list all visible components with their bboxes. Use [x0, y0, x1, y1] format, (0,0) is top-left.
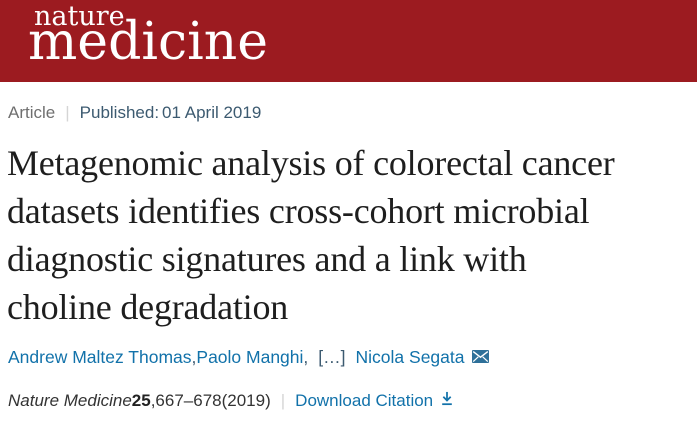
title-line-3: diagnostic signatures and a link with: [7, 239, 527, 279]
article-meta: Article | Published: 01 April 2019: [8, 103, 261, 123]
title-line-2: datasets identifies cross-cohort microbi…: [7, 191, 590, 231]
citation-separator: |: [280, 391, 286, 410]
download-icon: [440, 391, 454, 411]
envelope-icon[interactable]: [471, 347, 489, 368]
download-citation-label: Download Citation: [295, 391, 434, 410]
article-title: Metagenomic analysis of colorectal cance…: [7, 139, 695, 331]
logo-text-nature: nature: [34, 1, 125, 32]
published-date: 01 April 2019: [162, 103, 262, 122]
citation-year: (2019): [221, 391, 271, 410]
author-link-andrew-maltez-thomas[interactable]: Andrew Maltez Thomas: [8, 347, 192, 367]
citation-line: Nature Medicine 25,667–678 (2019) | Downlo…: [8, 391, 454, 411]
published-label: Published:: [79, 103, 160, 122]
authors-ellipsis: […]: [318, 347, 346, 367]
title-line-4: choline degradation: [7, 287, 289, 327]
journal-name: Nature Medicine: [8, 391, 132, 410]
author-link-nicola-segata[interactable]: Nicola Segata: [355, 347, 465, 367]
title-line-1: Metagenomic analysis of colorectal cance…: [7, 143, 615, 183]
meta-separator: |: [65, 103, 70, 122]
author-comma: ,: [303, 347, 309, 367]
article-type-label: Article: [8, 103, 56, 122]
author-link-paolo-manghi[interactable]: Paolo Manghi: [196, 347, 304, 367]
logo-text-medicine: medicine: [28, 12, 269, 72]
citation-volume: 25: [131, 391, 151, 410]
author-list: Andrew Maltez Thomas, Paolo Manghi, […] N…: [8, 347, 489, 368]
download-citation-link[interactable]: Download Citation: [295, 391, 454, 411]
author-comma: ,: [191, 347, 197, 367]
journal-banner: nature medicine: [0, 0, 697, 82]
nature-medicine-logo[interactable]: nature medicine: [28, 1, 268, 68]
citation-pages: ,667–678: [150, 391, 222, 410]
